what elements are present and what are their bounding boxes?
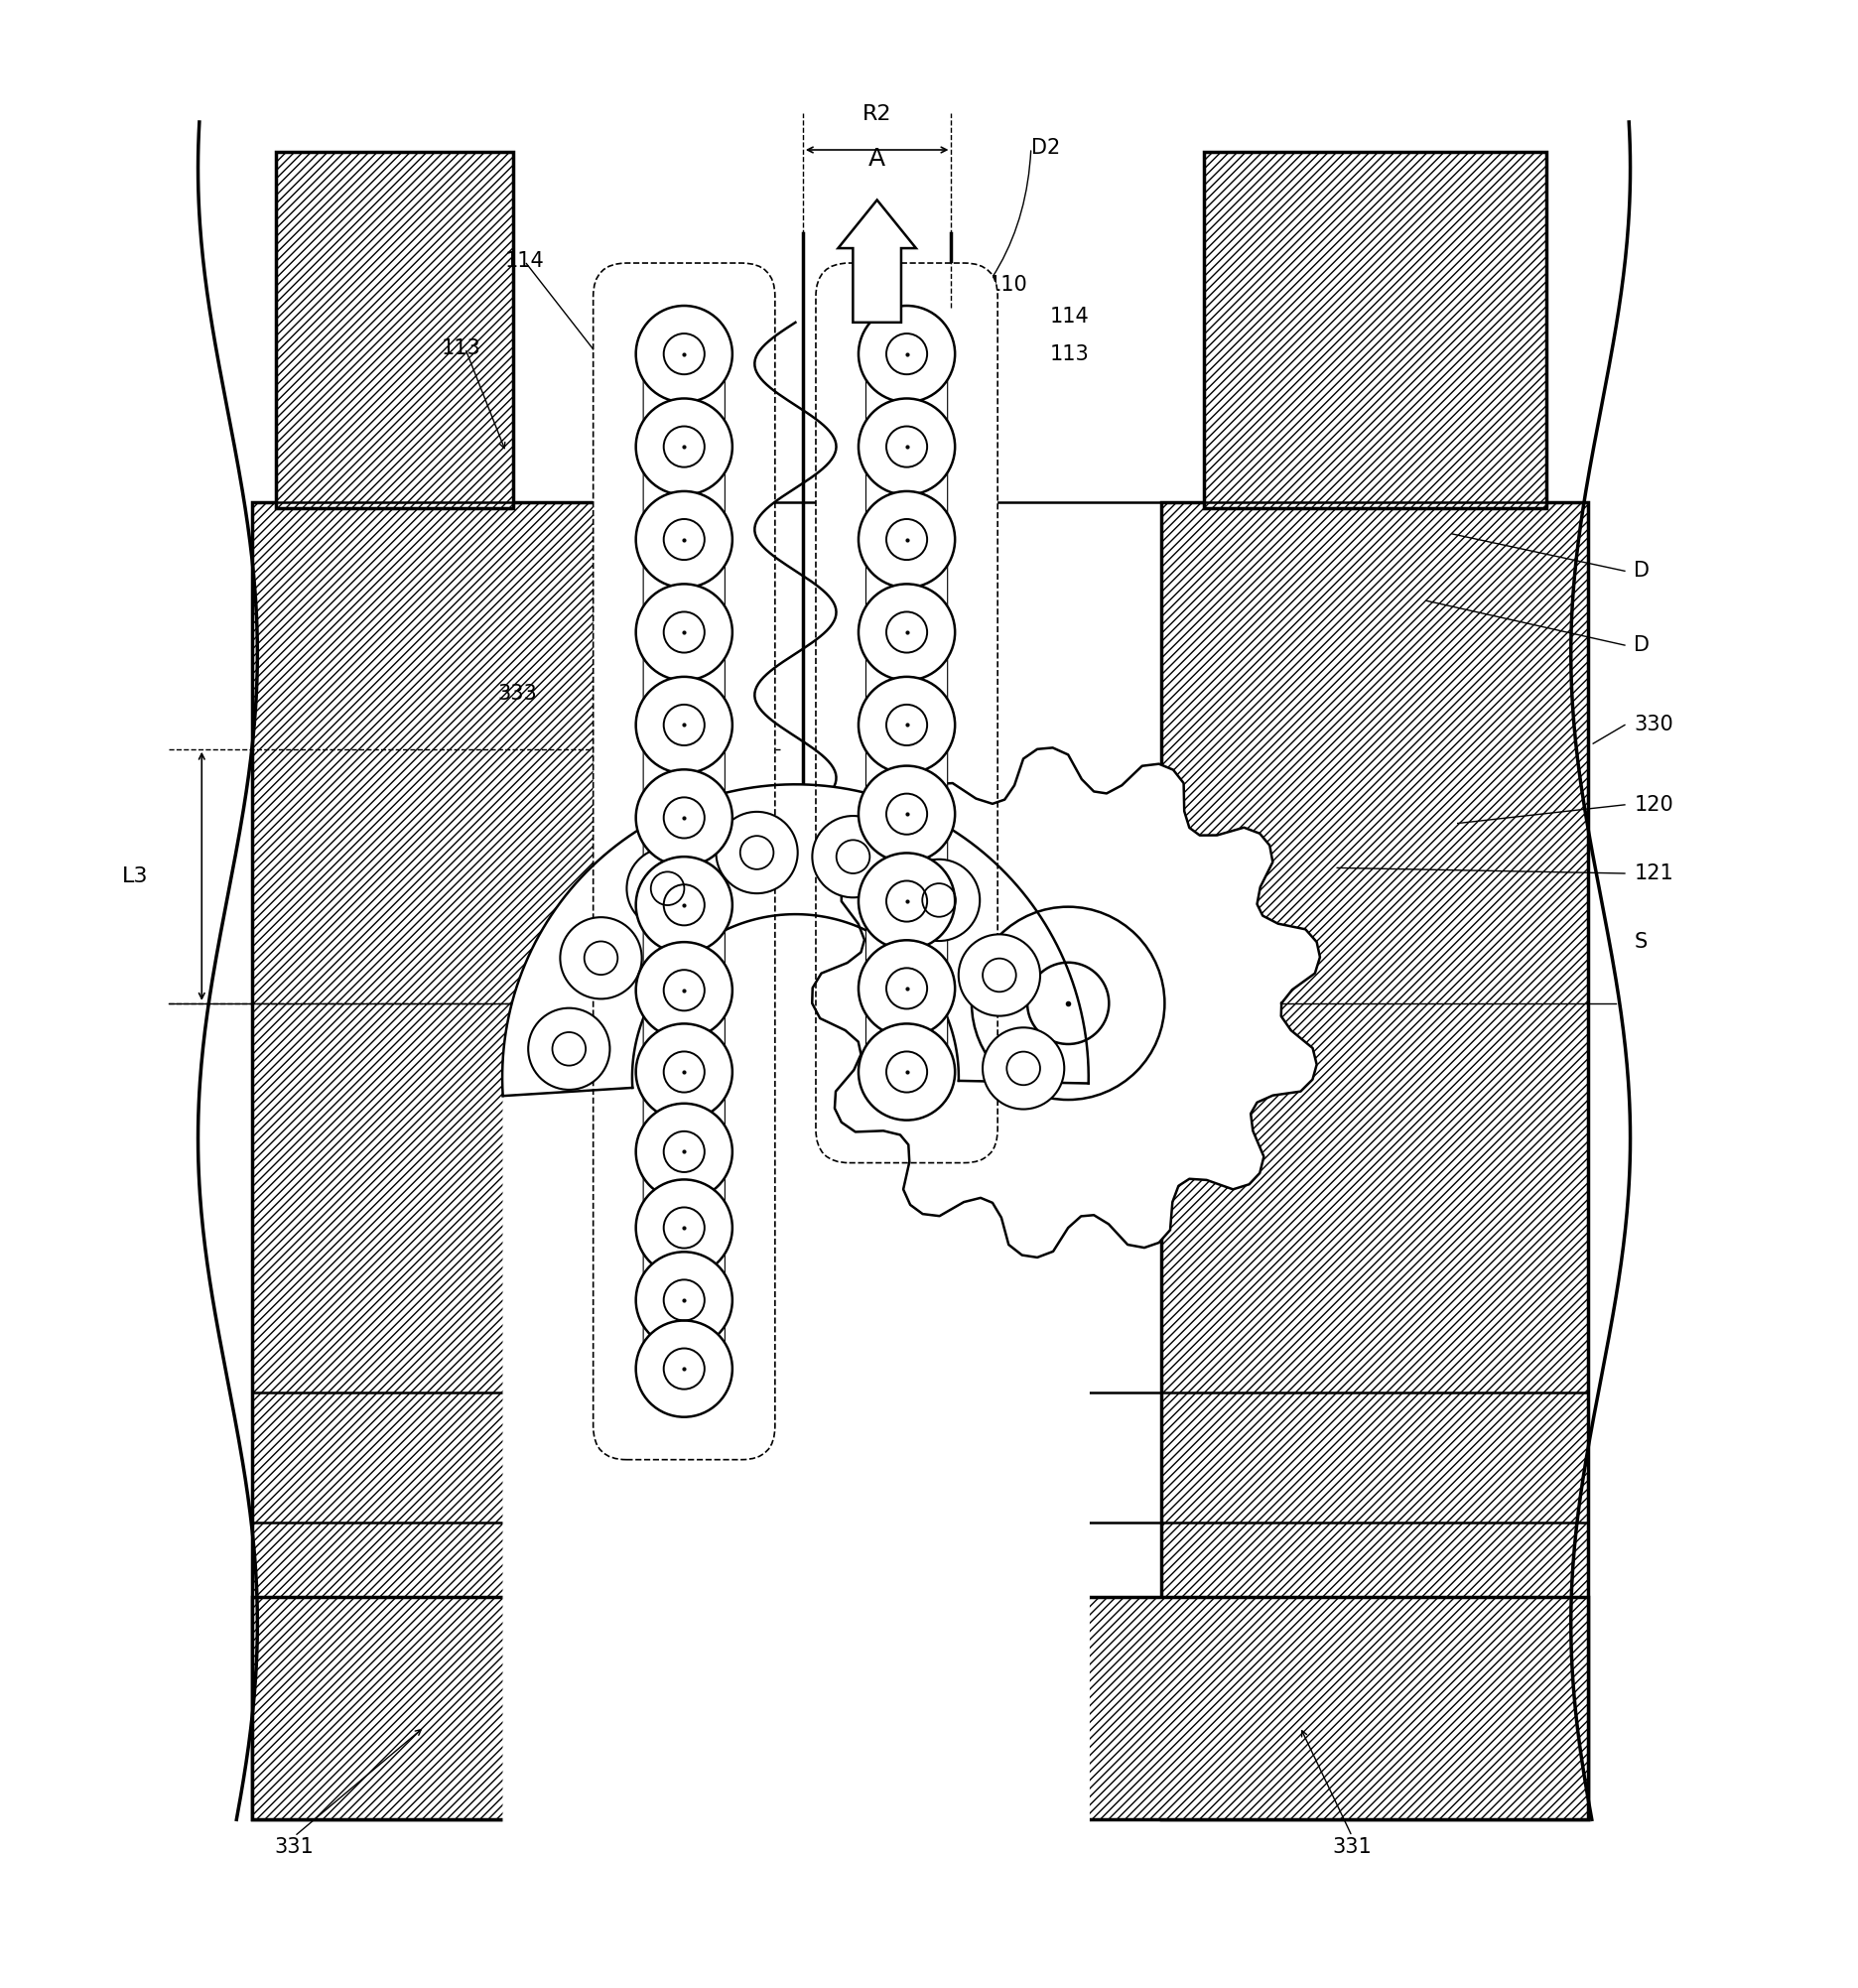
Text: 120: 120 xyxy=(1633,795,1674,815)
FancyBboxPatch shape xyxy=(816,262,998,1163)
FancyBboxPatch shape xyxy=(643,1076,725,1149)
Text: 121: 121 xyxy=(1633,863,1674,883)
Circle shape xyxy=(635,942,732,1038)
Polygon shape xyxy=(812,747,1319,1258)
Circle shape xyxy=(635,306,732,402)
Text: 113: 113 xyxy=(1050,344,1089,364)
FancyBboxPatch shape xyxy=(643,451,725,535)
Circle shape xyxy=(635,769,732,867)
Circle shape xyxy=(897,859,979,940)
Text: 114: 114 xyxy=(1050,306,1089,326)
Circle shape xyxy=(528,1008,609,1089)
Circle shape xyxy=(858,765,955,863)
FancyBboxPatch shape xyxy=(643,1153,725,1225)
FancyBboxPatch shape xyxy=(643,821,725,901)
Circle shape xyxy=(635,1252,732,1348)
Text: 114: 114 xyxy=(505,250,544,270)
Circle shape xyxy=(626,847,708,928)
Circle shape xyxy=(635,1103,732,1201)
Circle shape xyxy=(715,811,797,893)
Circle shape xyxy=(959,934,1040,1016)
FancyBboxPatch shape xyxy=(593,262,775,1459)
Circle shape xyxy=(635,491,732,588)
FancyBboxPatch shape xyxy=(643,1300,725,1368)
Bar xyxy=(1204,151,1548,507)
FancyBboxPatch shape xyxy=(643,545,725,626)
Text: R2: R2 xyxy=(862,103,892,123)
FancyBboxPatch shape xyxy=(643,1229,725,1298)
Polygon shape xyxy=(253,503,604,1819)
Circle shape xyxy=(635,584,732,680)
Circle shape xyxy=(858,491,955,588)
Circle shape xyxy=(983,1028,1065,1109)
Polygon shape xyxy=(253,1596,1587,1819)
Circle shape xyxy=(559,916,641,998)
Text: 331: 331 xyxy=(275,1837,314,1857)
Circle shape xyxy=(635,676,732,773)
Text: L3: L3 xyxy=(123,867,149,887)
FancyBboxPatch shape xyxy=(643,909,725,986)
Text: A: A xyxy=(868,147,886,171)
FancyBboxPatch shape xyxy=(866,819,948,897)
FancyBboxPatch shape xyxy=(866,905,948,984)
Text: D2: D2 xyxy=(1031,137,1061,157)
FancyArrow shape xyxy=(838,201,916,322)
Circle shape xyxy=(635,1179,732,1276)
Text: 332: 332 xyxy=(762,1837,801,1857)
Text: 333: 333 xyxy=(498,684,537,704)
Text: 110: 110 xyxy=(609,276,648,296)
FancyBboxPatch shape xyxy=(866,730,948,809)
FancyBboxPatch shape xyxy=(643,730,725,813)
FancyBboxPatch shape xyxy=(866,545,948,626)
FancyBboxPatch shape xyxy=(866,360,948,441)
FancyBboxPatch shape xyxy=(866,638,948,720)
Text: 331: 331 xyxy=(1332,1837,1371,1857)
Text: D: D xyxy=(1633,561,1650,580)
Circle shape xyxy=(858,584,955,680)
FancyBboxPatch shape xyxy=(643,994,725,1070)
Text: D1: D1 xyxy=(961,1837,990,1857)
Text: S: S xyxy=(1633,932,1648,952)
FancyBboxPatch shape xyxy=(643,360,725,441)
FancyBboxPatch shape xyxy=(866,992,948,1068)
Circle shape xyxy=(858,1024,955,1119)
Circle shape xyxy=(858,398,955,495)
Text: 330: 330 xyxy=(1633,716,1674,736)
Circle shape xyxy=(858,306,955,402)
Circle shape xyxy=(858,853,955,950)
Polygon shape xyxy=(1161,503,1587,1819)
Text: D: D xyxy=(1633,636,1650,656)
Circle shape xyxy=(858,940,955,1036)
Text: 110: 110 xyxy=(988,276,1027,296)
FancyBboxPatch shape xyxy=(866,451,948,535)
Circle shape xyxy=(635,857,732,952)
Circle shape xyxy=(812,815,894,897)
FancyBboxPatch shape xyxy=(643,638,725,720)
Text: 332A: 332A xyxy=(596,1837,650,1857)
Circle shape xyxy=(858,676,955,773)
Circle shape xyxy=(635,398,732,495)
Circle shape xyxy=(635,1024,732,1119)
Bar xyxy=(277,151,513,507)
Circle shape xyxy=(635,1320,732,1417)
Text: 113: 113 xyxy=(442,338,481,358)
